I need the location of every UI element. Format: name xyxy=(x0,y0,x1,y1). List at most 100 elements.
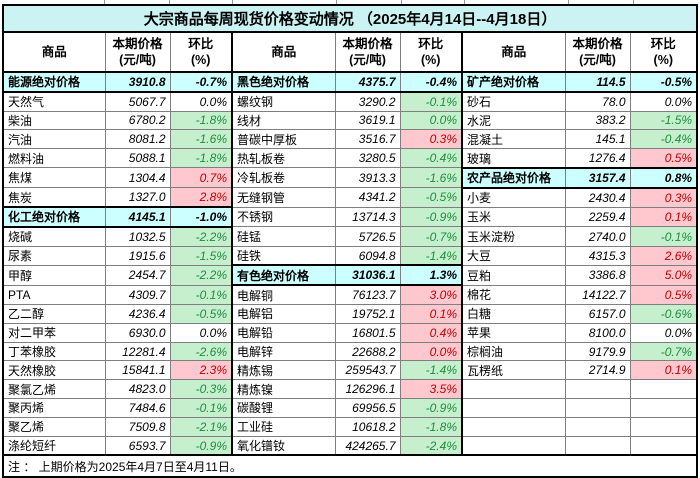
commodity-cell[interactable]: 玻璃 xyxy=(461,148,566,169)
price-cell[interactable]: 13714.3 xyxy=(334,206,401,228)
commodity-cell[interactable]: 柴油 xyxy=(2,110,106,131)
commodity-cell[interactable]: 尿素 xyxy=(2,245,106,266)
price-cell[interactable]: 7509.8 xyxy=(104,416,171,437)
price-cell[interactable]: 6780.2 xyxy=(104,110,171,131)
price-cell[interactable]: 6930.0 xyxy=(104,322,171,343)
commodity-cell[interactable]: 小麦 xyxy=(461,187,566,208)
commodity-cell[interactable]: 棉花 xyxy=(461,284,566,306)
change-cell[interactable] xyxy=(629,379,698,400)
commodity-cell[interactable]: 普碳中厚板 xyxy=(231,129,336,150)
change-cell[interactable]: 0.3% xyxy=(629,187,698,208)
price-cell[interactable]: 3157.4 xyxy=(564,166,631,189)
change-cell[interactable]: -0.9% xyxy=(399,206,463,228)
price-cell[interactable]: 2740.0 xyxy=(564,226,631,247)
change-cell[interactable]: -1.0% xyxy=(169,206,233,228)
change-cell[interactable]: 2.8% xyxy=(169,187,233,208)
header-commodity-3[interactable]: 商品 xyxy=(461,31,566,73)
change-cell[interactable]: -1.4% xyxy=(399,245,463,266)
change-cell[interactable]: -0.4% xyxy=(399,148,463,169)
table-title[interactable]: 大宗商品每周现货价格变动情况 （2025年4月14日--4月18日） xyxy=(2,4,698,33)
price-cell[interactable]: 145.1 xyxy=(564,129,631,150)
change-cell[interactable]: 0.0% xyxy=(629,322,698,343)
change-cell[interactable]: -0.7% xyxy=(399,226,463,247)
header-change-2[interactable]: 环比 (%) xyxy=(399,31,463,73)
commodity-cell[interactable]: 苹果 xyxy=(461,322,566,343)
price-cell[interactable]: 2454.7 xyxy=(104,264,171,286)
price-cell[interactable] xyxy=(564,416,631,437)
price-cell[interactable]: 126296.1 xyxy=(334,379,401,400)
change-cell[interactable]: -0.7% xyxy=(629,341,698,362)
price-cell[interactable]: 14122.7 xyxy=(564,284,631,306)
price-cell[interactable]: 10618.2 xyxy=(334,416,401,437)
price-cell[interactable] xyxy=(564,398,631,418)
header-price-2[interactable]: 本期价格 (元/吨) xyxy=(334,31,401,73)
change-cell[interactable]: 0.7% xyxy=(169,167,233,189)
price-cell[interactable]: 5067.7 xyxy=(104,91,171,112)
price-cell[interactable]: 7484.6 xyxy=(104,398,171,418)
commodity-cell[interactable]: 棕榈油 xyxy=(461,341,566,362)
commodity-cell[interactable]: PTA xyxy=(2,284,106,306)
price-cell[interactable]: 3619.1 xyxy=(334,110,401,131)
change-cell[interactable]: -1.8% xyxy=(399,416,463,437)
price-cell[interactable]: 4375.7 xyxy=(334,71,401,93)
change-cell[interactable]: 0.5% xyxy=(629,148,698,169)
commodity-cell[interactable]: 燃料油 xyxy=(2,148,106,169)
change-cell[interactable]: -0.4% xyxy=(399,71,463,93)
header-price-1[interactable]: 本期价格 (元/吨) xyxy=(104,31,171,73)
price-cell[interactable]: 4341.2 xyxy=(334,187,401,208)
change-cell[interactable]: 0.1% xyxy=(399,304,463,324)
commodity-cell[interactable]: 硅锰 xyxy=(231,226,336,247)
commodity-cell[interactable] xyxy=(461,379,566,400)
commodity-cell[interactable]: 烧碱 xyxy=(2,226,106,247)
commodity-cell[interactable]: 螺纹钢 xyxy=(231,91,336,112)
commodity-cell[interactable]: 玉米淀粉 xyxy=(461,226,566,247)
commodity-cell[interactable]: 丁苯橡胶 xyxy=(2,341,106,362)
change-cell[interactable]: -0.1% xyxy=(629,226,698,247)
header-change-1[interactable]: 环比 (%) xyxy=(169,31,233,73)
commodity-cell[interactable] xyxy=(461,416,566,437)
price-cell[interactable]: 6094.8 xyxy=(334,245,401,266)
price-cell[interactable] xyxy=(564,379,631,400)
change-cell[interactable]: -0.6% xyxy=(629,304,698,324)
price-cell[interactable]: 4236.4 xyxy=(104,304,171,324)
change-cell[interactable]: -0.5% xyxy=(169,304,233,324)
change-cell[interactable]: -0.1% xyxy=(169,398,233,418)
price-cell[interactable]: 1304.4 xyxy=(104,167,171,189)
commodity-cell[interactable]: 乙二醇 xyxy=(2,304,106,324)
change-cell[interactable]: -0.4% xyxy=(629,129,698,150)
commodity-cell[interactable]: 对二甲苯 xyxy=(2,322,106,343)
commodity-cell[interactable]: 天然橡胶 xyxy=(2,360,106,381)
price-cell[interactable]: 22688.2 xyxy=(334,341,401,362)
change-cell[interactable]: -1.6% xyxy=(169,129,233,150)
price-cell[interactable]: 5726.5 xyxy=(334,226,401,247)
commodity-cell[interactable]: 精炼锡 xyxy=(231,360,336,381)
change-cell[interactable]: 0.8% xyxy=(629,166,698,189)
price-cell[interactable]: 4145.1 xyxy=(104,206,171,228)
change-cell[interactable]: 0.3% xyxy=(399,129,463,150)
price-cell[interactable]: 259543.7 xyxy=(334,360,401,381)
price-cell[interactable]: 78.0 xyxy=(564,91,631,112)
price-cell[interactable]: 3516.7 xyxy=(334,129,401,150)
commodity-cell[interactable]: 硅铁 xyxy=(231,245,336,266)
commodity-cell[interactable]: 能源绝对价格 xyxy=(2,71,106,93)
commodity-cell[interactable]: 聚乙烯 xyxy=(2,416,106,437)
change-cell[interactable]: 3.0% xyxy=(399,284,463,306)
change-cell[interactable]: -1.5% xyxy=(169,245,233,266)
commodity-cell[interactable]: 聚氯乙烯 xyxy=(2,379,106,400)
change-cell[interactable]: 0.0% xyxy=(399,341,463,362)
price-cell[interactable]: 5088.1 xyxy=(104,148,171,169)
price-cell[interactable]: 1276.4 xyxy=(564,148,631,169)
change-cell[interactable]: 0.4% xyxy=(399,322,463,343)
header-change-3[interactable]: 环比 (%) xyxy=(629,31,698,73)
commodity-cell[interactable]: 线材 xyxy=(231,110,336,131)
price-cell[interactable]: 383.2 xyxy=(564,110,631,131)
change-cell[interactable]: 2.6% xyxy=(629,245,698,266)
commodity-cell[interactable]: 不锈钢 xyxy=(231,206,336,228)
commodity-cell[interactable]: 汽油 xyxy=(2,129,106,150)
price-cell[interactable]: 8081.2 xyxy=(104,129,171,150)
change-cell[interactable]: -1.6% xyxy=(399,167,463,189)
commodity-cell[interactable]: 砂石 xyxy=(461,91,566,112)
change-cell[interactable]: 0.0% xyxy=(629,91,698,112)
price-cell[interactable]: 76123.7 xyxy=(334,284,401,306)
price-cell[interactable]: 1915.6 xyxy=(104,245,171,266)
